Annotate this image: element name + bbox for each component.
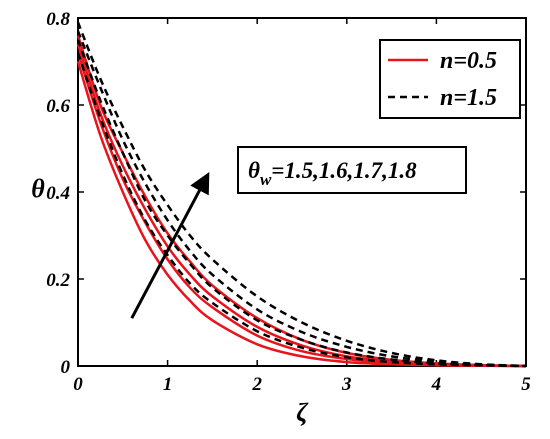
legend: n=0.5 n=1.5 bbox=[379, 39, 521, 119]
x-tick-label: 4 bbox=[431, 374, 442, 395]
x-tick-label: 0 bbox=[73, 374, 83, 395]
series-layer bbox=[76, 21, 527, 368]
legend-label-0: n=0.5 bbox=[440, 48, 497, 74]
dashed-curve-5 bbox=[76, 39, 527, 368]
x-tick-label: 1 bbox=[163, 374, 173, 395]
y-tick-label: 0.6 bbox=[46, 96, 70, 117]
annotation-text: θw=1.5,1.6,1.7,1.8 bbox=[248, 158, 417, 189]
y-axis: 0 0.2 0.4 0.6 0.8 bbox=[46, 9, 526, 378]
dashed-curve-7 bbox=[76, 21, 527, 368]
trend-arrow bbox=[130, 171, 210, 319]
x-tick-label: 5 bbox=[521, 374, 531, 395]
dashed-curve-6 bbox=[76, 30, 527, 368]
parameter-annotation: θw=1.5,1.6,1.7,1.8 bbox=[237, 146, 467, 194]
annotation-subscript: w bbox=[260, 170, 272, 189]
annotation-symbol: θ bbox=[248, 158, 260, 183]
y-tick-label: 0.8 bbox=[46, 9, 70, 30]
y-tick-label: 0.4 bbox=[46, 183, 70, 204]
x-tick-label: 3 bbox=[341, 374, 352, 395]
y-tick-label: 0 bbox=[61, 357, 71, 378]
y-tick-label: 0.2 bbox=[46, 270, 70, 291]
legend-label-1: n=1.5 bbox=[440, 85, 497, 111]
x-axis-label: ζ bbox=[296, 398, 309, 427]
annotation-box bbox=[237, 146, 467, 194]
y-axis-label: θ bbox=[31, 174, 45, 203]
x-tick-label: 2 bbox=[251, 374, 262, 395]
annotation-values: =1.5,1.6,1.7,1.8 bbox=[271, 158, 417, 183]
legend-box bbox=[379, 39, 521, 119]
